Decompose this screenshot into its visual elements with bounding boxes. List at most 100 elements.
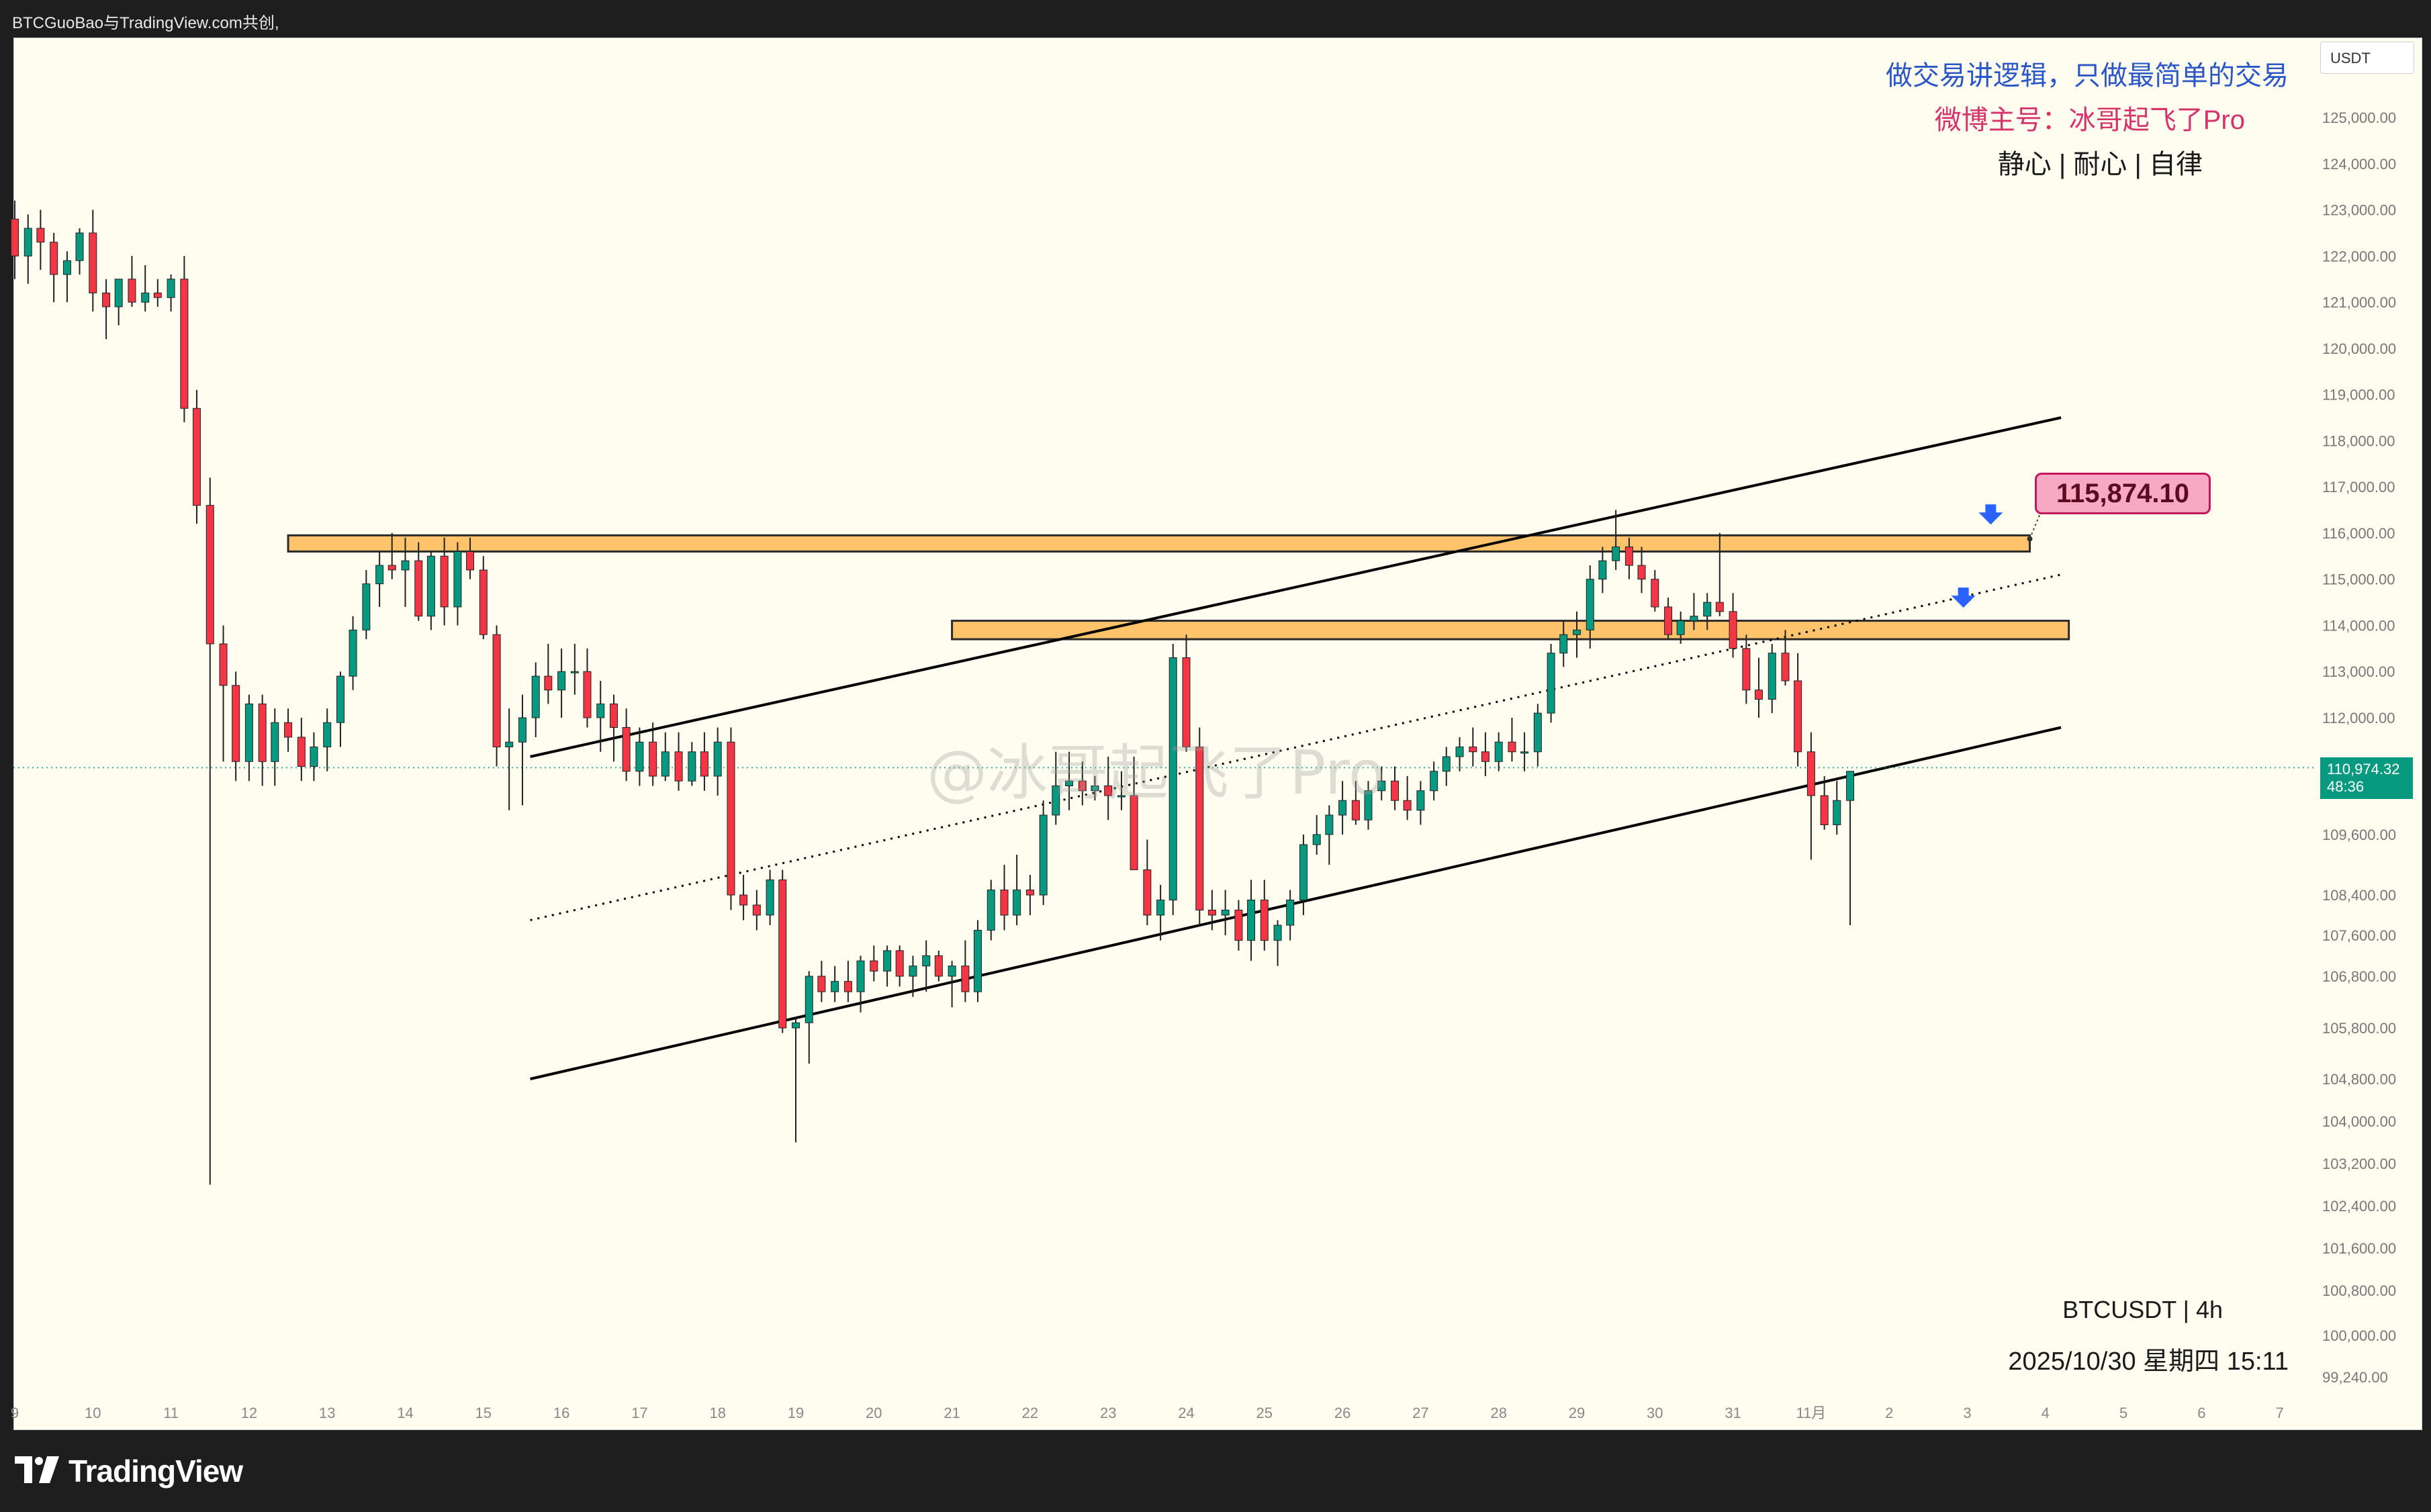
time-axis[interactable]: 9 10 11 12 13 14 15 16 17 18 19 20 21 22 23 24 25 26 27 28 2… xyxy=(11,1405,2284,1421)
tradingview-logo[interactable]: TradingView xyxy=(15,1453,243,1489)
candle-body xyxy=(244,703,253,762)
time-axis-label: 26 xyxy=(1334,1405,1350,1421)
candle-body xyxy=(1651,579,1659,608)
candle-body xyxy=(792,1022,800,1029)
time-axis-label: 23 xyxy=(1100,1405,1116,1421)
chart-frame[interactable] xyxy=(13,38,2422,1430)
candle-body xyxy=(1078,780,1087,792)
candle-body xyxy=(1729,611,1737,649)
candle-body xyxy=(557,671,566,691)
time-axis-label: 28 xyxy=(1490,1405,1506,1421)
price-axis[interactable]: 125,000.00 124,000.00 123,000.00 122,000.00… xyxy=(2322,109,2396,1386)
candle-body xyxy=(688,751,696,782)
candle-body xyxy=(102,292,111,308)
price-callout[interactable]: 115,874.10 xyxy=(2035,473,2211,514)
candle-body xyxy=(1547,653,1555,714)
currency-selector[interactable]: USDT xyxy=(2320,42,2414,74)
time-axis-label: 9 xyxy=(11,1405,19,1421)
candle-body xyxy=(909,965,917,977)
watermark: @冰哥起飞了Pro xyxy=(927,738,1385,808)
candle-body xyxy=(713,741,722,777)
candle-body xyxy=(727,741,735,896)
candle-body xyxy=(987,890,995,931)
candle-body xyxy=(440,555,449,608)
price-axis-label: 113,000.00 xyxy=(2322,663,2395,680)
time-axis-label: 27 xyxy=(1412,1405,1428,1421)
candle-body xyxy=(205,505,214,645)
candle-body xyxy=(219,643,228,686)
footer-bar: TradingView xyxy=(0,1430,2431,1512)
time-axis-label: 14 xyxy=(397,1405,413,1421)
publisher-credit: BTCGuoBao与TradingView.com共创, xyxy=(12,14,279,32)
candle-body xyxy=(570,671,579,673)
candle-body xyxy=(414,560,423,617)
candle-body xyxy=(843,981,852,992)
candle-body xyxy=(922,955,931,967)
candle-body xyxy=(1573,629,1581,635)
candle-body xyxy=(114,279,123,308)
price-axis-label: 125,000.00 xyxy=(2322,109,2396,126)
candle-body xyxy=(596,703,605,718)
price-axis-label: 99,240.00 xyxy=(2322,1369,2388,1386)
candle-body xyxy=(1025,890,1034,896)
candle-body xyxy=(1207,910,1216,916)
candle-body xyxy=(362,583,371,630)
candle-body xyxy=(1247,900,1256,941)
candle-body xyxy=(1052,786,1060,816)
time-axis-label: 19 xyxy=(788,1405,804,1421)
price-axis-label: 120,000.00 xyxy=(2322,340,2396,357)
price-axis-label: 106,800.00 xyxy=(2322,968,2396,985)
candle-body xyxy=(375,565,384,585)
time-axis-label: 24 xyxy=(1178,1405,1194,1421)
time-axis-label: 22 xyxy=(1022,1405,1038,1421)
candle-body xyxy=(1690,616,1698,622)
candle-body xyxy=(610,703,618,728)
candle-body xyxy=(700,751,708,777)
candle-body xyxy=(1013,890,1021,916)
candle-body xyxy=(1469,747,1477,753)
candle-body xyxy=(583,671,592,718)
candle-body xyxy=(323,722,332,747)
time-axis-label: 3 xyxy=(1963,1405,1971,1421)
price-axis-label: 117,000.00 xyxy=(2322,479,2395,495)
time-axis-label: 6 xyxy=(2197,1405,2205,1421)
candle-body xyxy=(805,976,813,1023)
time-axis-label: 7 xyxy=(2276,1405,2284,1421)
price-axis-label: 116,000.00 xyxy=(2322,525,2395,542)
candle-body xyxy=(635,741,644,772)
candle-body xyxy=(11,218,19,256)
time-axis-label: 10 xyxy=(85,1405,101,1421)
candle-body xyxy=(1494,741,1503,762)
time-axis-label: 31 xyxy=(1725,1405,1741,1421)
candle-body xyxy=(1559,634,1568,654)
tradingview-mark-icon xyxy=(15,1456,59,1486)
candle-body xyxy=(622,727,631,772)
candle-body xyxy=(531,675,540,718)
candle-body xyxy=(649,741,657,777)
candle-body xyxy=(1299,844,1308,900)
resistance-zones xyxy=(287,534,2070,641)
candle-body xyxy=(479,569,488,635)
candle-body xyxy=(1455,747,1464,757)
candle-body xyxy=(62,260,71,275)
candle-body xyxy=(661,751,670,777)
price-axis-label: 104,800.00 xyxy=(2322,1071,2396,1088)
candle-body xyxy=(1520,751,1529,754)
candle-body xyxy=(180,279,189,409)
price-axis-label: 100,800.00 xyxy=(2322,1282,2396,1299)
candle-body xyxy=(50,242,58,275)
last-price-tag: 110,974.32 48:36 xyxy=(2320,757,2413,799)
candle-body xyxy=(24,228,32,256)
time-axis-label: 29 xyxy=(1569,1405,1585,1421)
candle-body xyxy=(1039,814,1048,896)
price-axis-label: 108,400.00 xyxy=(2322,887,2396,904)
datetime-label: 2025/10/30 星期四 15:11 xyxy=(2008,1348,2289,1376)
time-axis-label: 30 xyxy=(1647,1405,1663,1421)
candlestick-series xyxy=(11,200,1855,1185)
time-axis-label: 17 xyxy=(631,1405,647,1421)
time-axis-label: 11 xyxy=(163,1405,179,1421)
candle-body xyxy=(75,232,84,261)
candle-body xyxy=(153,292,162,298)
candle-body xyxy=(1117,795,1126,798)
